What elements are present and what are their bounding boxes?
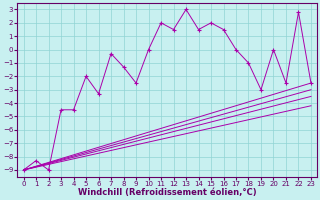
X-axis label: Windchill (Refroidissement éolien,°C): Windchill (Refroidissement éolien,°C) bbox=[78, 188, 257, 197]
